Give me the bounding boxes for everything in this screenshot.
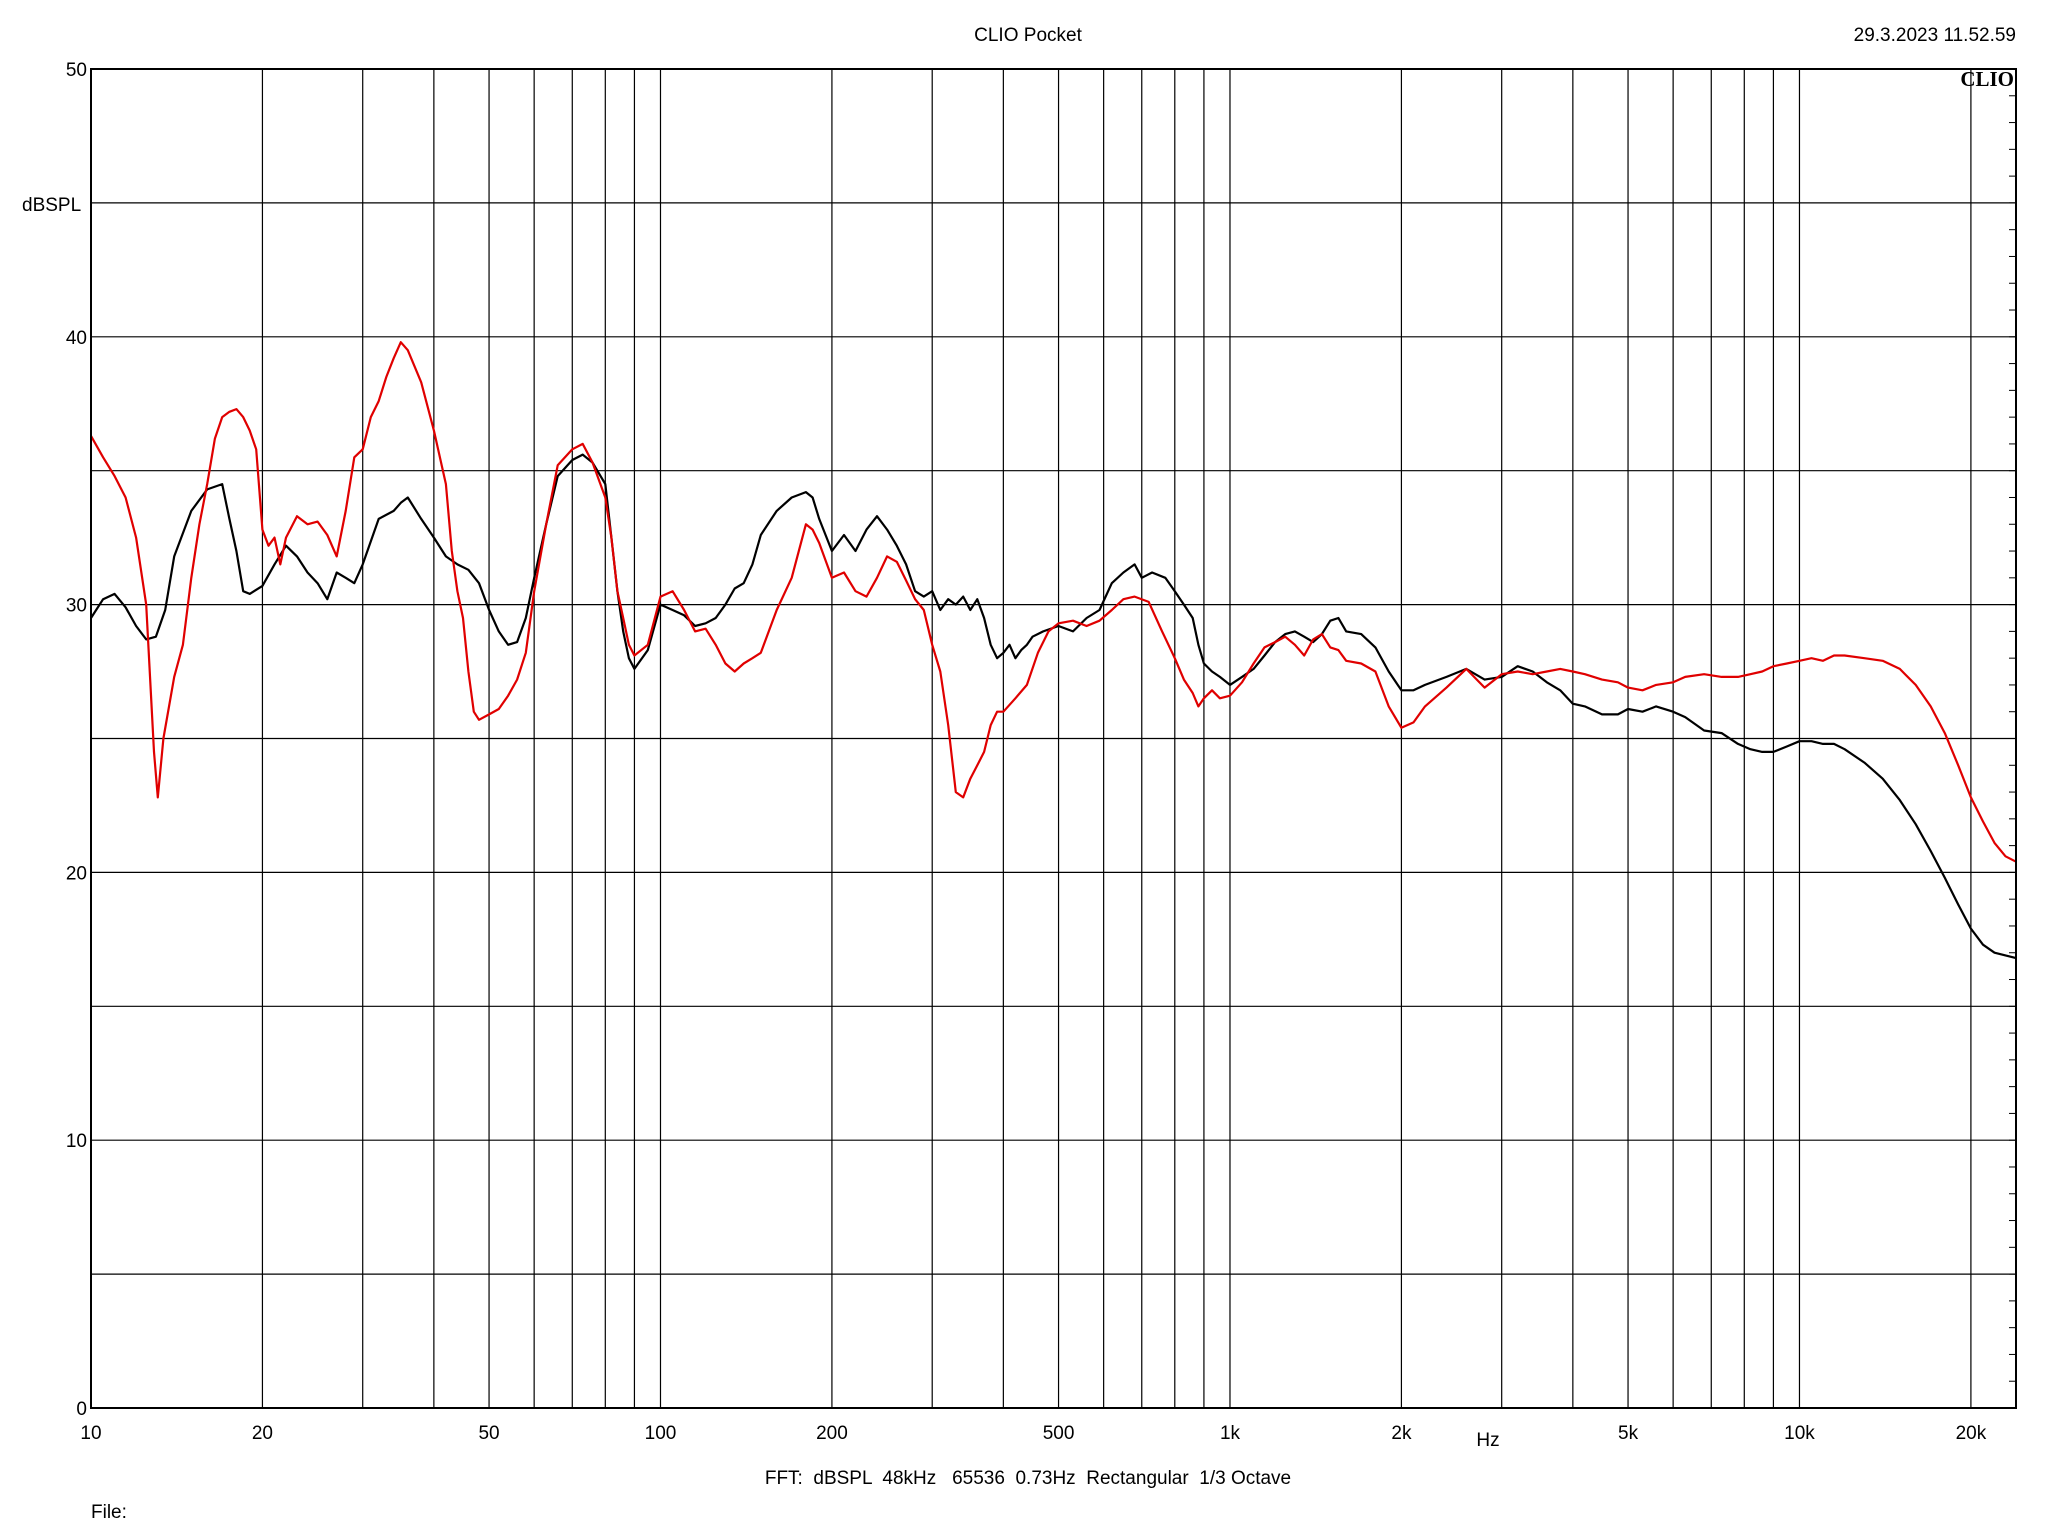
x-tick-label: 500 (1043, 1423, 1075, 1444)
x-tick-label: 5k (1618, 1423, 1639, 1444)
x-tick-label: 50 (478, 1423, 499, 1444)
y-tick-label: 50 (66, 60, 87, 81)
x-tick-label: 20k (1956, 1423, 1987, 1444)
x-tick-label: 100 (645, 1423, 677, 1444)
x-axis-label: Hz (1476, 1430, 1499, 1451)
x-tick-label: 20 (252, 1423, 273, 1444)
grid-lines (91, 68, 2016, 1409)
x-tick-label: 1k (1220, 1423, 1241, 1444)
black-response-curve (90, 453, 2017, 960)
y-tick-labels: 0 10 20 30 40 50 (66, 60, 87, 1420)
y-axis-label: dBSPL (22, 195, 81, 216)
chart-title: CLIO Pocket (974, 25, 1082, 46)
red-response-curve (90, 341, 2017, 863)
x-tick-label: 2k (1391, 1423, 1412, 1444)
timestamp: 29.3.2023 11.52.59 (1854, 25, 2016, 46)
y-tick-label: 10 (66, 1131, 87, 1152)
x-tick-labels: 10 20 50 100 200 500 1k 2k 5k 10k 20k (80, 1423, 1986, 1444)
y-tick-label: 20 (66, 863, 87, 884)
x-tick-label: 10 (80, 1423, 101, 1444)
x-tick-label: 10k (1784, 1423, 1815, 1444)
x-tick-label: 200 (816, 1423, 848, 1444)
file-label: File: (91, 1502, 127, 1523)
clio-logo: CLIO (1960, 67, 2014, 91)
fft-settings: FFT: dBSPL 48kHz 65536 0.73Hz Rectangula… (765, 1468, 1291, 1489)
y-tick-label: 0 (76, 1399, 87, 1420)
y-tick-label: 30 (66, 596, 87, 617)
plot-frame (90, 68, 2017, 1409)
series-lines (90, 341, 2017, 960)
y-tick-label: 40 (66, 328, 87, 349)
